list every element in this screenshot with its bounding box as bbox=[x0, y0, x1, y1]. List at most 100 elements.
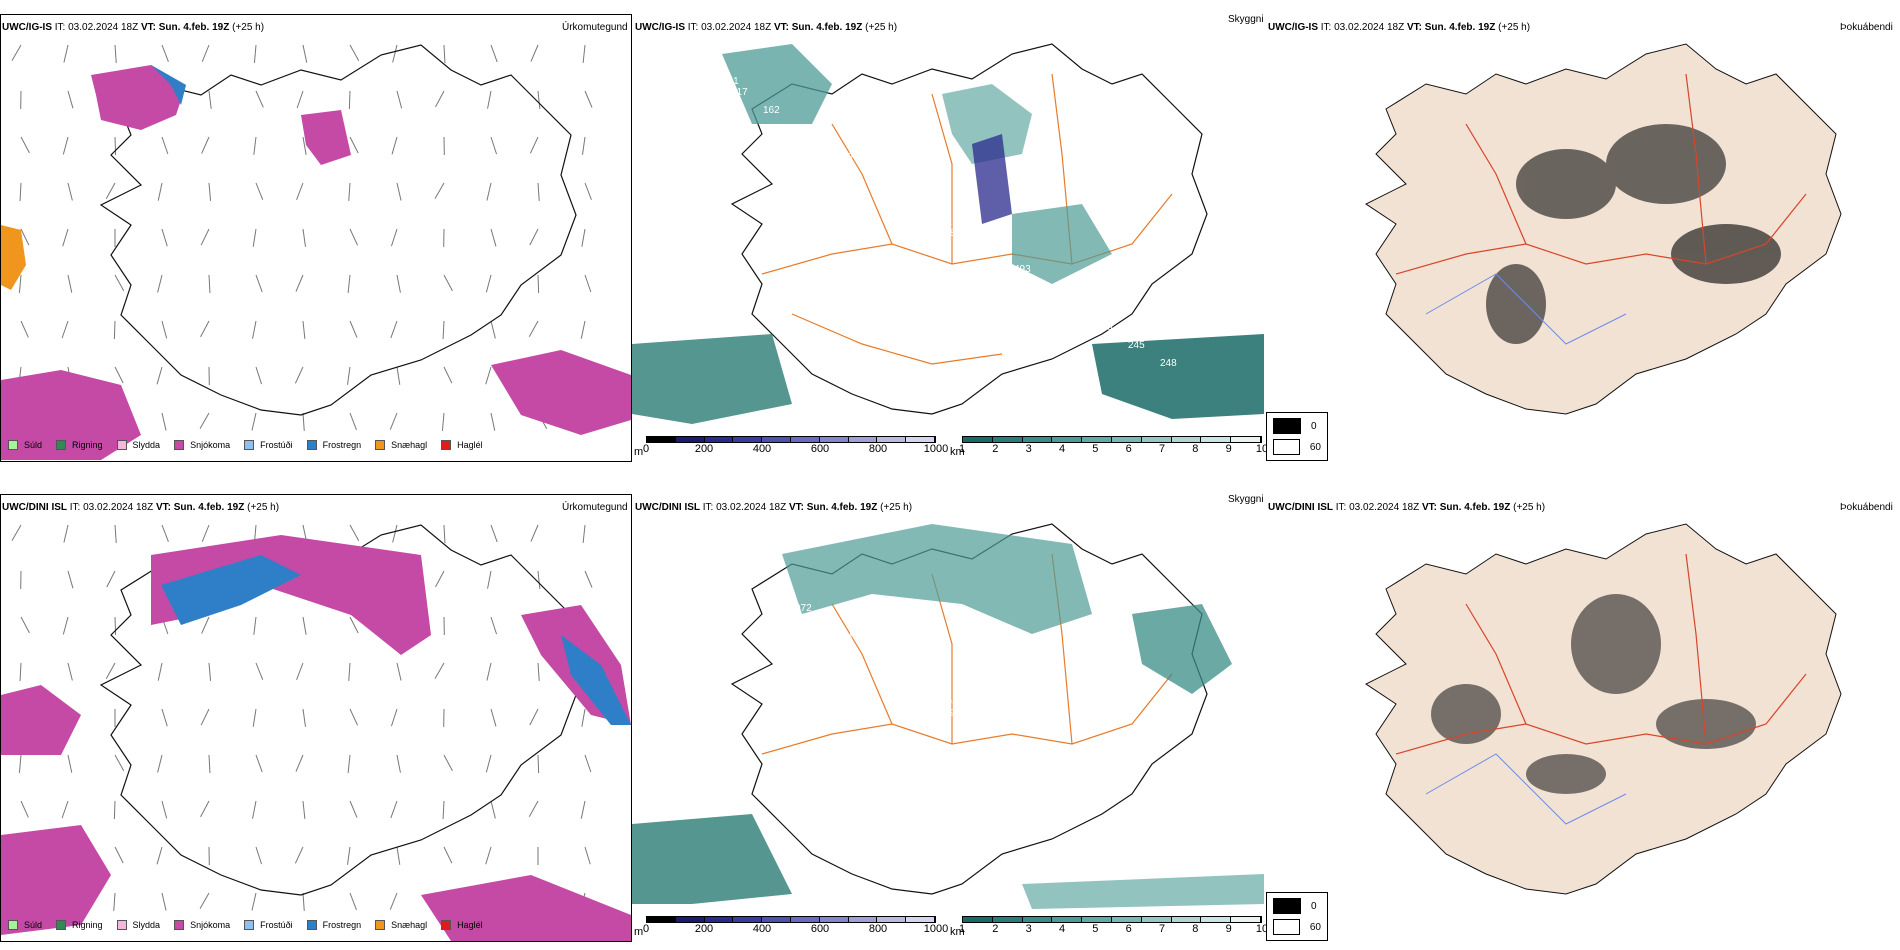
visibility-value-label: 493 bbox=[1014, 264, 1031, 275]
wind-barb bbox=[490, 44, 498, 63]
legend-item: Haglél bbox=[441, 440, 483, 450]
wind-barb bbox=[537, 662, 540, 681]
wind-barb bbox=[200, 228, 210, 246]
wind-barb bbox=[490, 136, 498, 155]
fog-swatch bbox=[1273, 439, 1300, 455]
legend-item: Haglél bbox=[441, 920, 483, 930]
wind-barb bbox=[584, 90, 593, 108]
visibility-fields bbox=[632, 44, 1264, 424]
fog-legend-2: 0 60 bbox=[1266, 892, 1328, 941]
wind-barb bbox=[390, 320, 398, 339]
precip-legend-2: Súld Rigning Slydda Snjókoma Frostúði Frostre… bbox=[8, 920, 497, 930]
visibility-value-label: 874 bbox=[950, 228, 967, 239]
visibility-value-label: 75 bbox=[982, 246, 994, 257]
visibility-value-label: 403 bbox=[763, 585, 780, 596]
tick-label: 3 bbox=[1025, 923, 1032, 935]
wind-barb bbox=[255, 366, 263, 385]
wind-barb bbox=[294, 366, 304, 384]
panel-header-6: UWC/DINI ISL IT: 03.02.2024 18Z VT: Sun.… bbox=[1268, 502, 1546, 513]
wind-barb bbox=[252, 800, 257, 819]
visibility-scale-m-1: 0 200 400 600 800 1000 m bbox=[634, 436, 948, 458]
legend-label: Frostregn bbox=[322, 440, 362, 450]
visibility-value-label: 337 bbox=[868, 170, 885, 181]
tick-label: 800 bbox=[868, 923, 888, 935]
wind-barb bbox=[390, 800, 398, 819]
wind-barb bbox=[490, 524, 498, 543]
colorbar-segment bbox=[1201, 437, 1232, 442]
colorbar bbox=[962, 436, 1262, 443]
wind-barb bbox=[537, 754, 540, 774]
wind-barb bbox=[20, 136, 30, 154]
legend-swatch bbox=[441, 920, 452, 930]
wind-barb bbox=[485, 754, 492, 773]
visibility-value-label: 972 bbox=[795, 603, 812, 614]
legend-label: Súld bbox=[24, 440, 43, 450]
wind-barb bbox=[67, 90, 74, 109]
visibility-value-label: 245 bbox=[1128, 340, 1145, 351]
visibility-value-label: 550 bbox=[1128, 820, 1145, 831]
precip-map-1 bbox=[1, 44, 631, 460]
wind-barb bbox=[443, 44, 446, 64]
legend-label: Rigning bbox=[72, 440, 103, 450]
colorbar-segment bbox=[1111, 917, 1142, 922]
visibility-value-label: 912 bbox=[982, 726, 999, 737]
wind-barb bbox=[529, 708, 539, 726]
precip-type-panel-1 bbox=[0, 14, 632, 462]
colorbar-segment bbox=[819, 917, 849, 922]
wind-barb bbox=[20, 320, 29, 338]
visibility-value-label: 979 bbox=[1096, 322, 1113, 333]
wind-barb bbox=[528, 320, 539, 337]
visibility-map-2: 450 972 347 204 578 505 842 403 364 281 912 825 550 1… bbox=[632, 523, 1264, 909]
wind-barb bbox=[528, 800, 539, 817]
visibility-value-label: 140 bbox=[731, 567, 748, 578]
fog-map-2 bbox=[1365, 523, 1842, 895]
wind-barb bbox=[349, 412, 357, 430]
tick-label: 8 bbox=[1192, 443, 1199, 455]
wind-barb bbox=[434, 662, 445, 679]
tick-label: 2 bbox=[992, 923, 999, 935]
fog-label: 0 bbox=[1311, 420, 1317, 432]
wind-barb bbox=[346, 846, 351, 865]
visibility-value-label: 204 bbox=[941, 697, 958, 708]
wind-barb bbox=[391, 136, 398, 155]
legend-label: Rigning bbox=[72, 920, 103, 930]
colorbar-segment bbox=[1111, 437, 1142, 442]
legend-swatch bbox=[375, 920, 386, 930]
legend-swatch bbox=[8, 920, 18, 930]
wind-barb bbox=[349, 320, 358, 338]
wind-barb bbox=[63, 44, 69, 63]
wind-barb bbox=[294, 846, 304, 864]
wind-barb bbox=[584, 846, 591, 865]
visibility-value-label: 517 bbox=[731, 87, 748, 98]
wind-barb bbox=[156, 366, 163, 385]
wind-barb bbox=[302, 136, 307, 155]
wind-barb bbox=[114, 366, 124, 384]
wind-barb bbox=[392, 524, 398, 543]
wind-barb bbox=[296, 90, 304, 109]
visibility-labels: 381 290 337 427 493 352 248 162 180 15 75 430 245 517… bbox=[722, 76, 1177, 369]
wind-barb bbox=[487, 90, 492, 109]
wind-barb bbox=[114, 44, 117, 63]
legend-label: Slydda bbox=[132, 920, 161, 930]
tick-label: 5 bbox=[1092, 443, 1099, 455]
wind-barb bbox=[302, 708, 307, 727]
wind-barb bbox=[537, 274, 540, 294]
colorbar-segment bbox=[1082, 917, 1112, 922]
wind-barb bbox=[392, 44, 398, 63]
wind-barb bbox=[346, 366, 351, 385]
wind-barb bbox=[105, 662, 116, 679]
precip-map-2 bbox=[1, 524, 631, 941]
wind-barb bbox=[302, 892, 305, 911]
tick-label: 3 bbox=[1025, 443, 1032, 455]
visibility-value-label: 427 bbox=[941, 217, 958, 228]
legend-item: Slydda bbox=[116, 920, 161, 930]
fog-legend-1: 0 60 bbox=[1266, 412, 1328, 461]
wind-barb bbox=[434, 182, 445, 199]
tick-label: 600 bbox=[810, 443, 830, 455]
wind-barb bbox=[62, 228, 69, 247]
wind-barb bbox=[161, 228, 168, 247]
wind-barb bbox=[302, 44, 308, 63]
legend-item: Snæhagl bbox=[375, 920, 427, 930]
wind-barb bbox=[67, 182, 73, 201]
wind-barb bbox=[208, 754, 211, 774]
